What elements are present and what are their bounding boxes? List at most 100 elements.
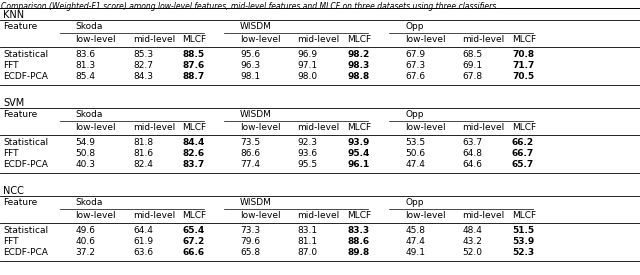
Text: Skoda: Skoda xyxy=(76,110,103,119)
Text: Statistical: Statistical xyxy=(3,138,49,147)
Text: 64.6: 64.6 xyxy=(462,160,482,169)
Text: mid-level: mid-level xyxy=(298,211,340,220)
Text: 43.2: 43.2 xyxy=(462,237,482,246)
Text: 88.6: 88.6 xyxy=(348,237,370,246)
Text: mid-level: mid-level xyxy=(462,211,504,220)
Text: MLCF: MLCF xyxy=(182,211,207,220)
Text: 77.4: 77.4 xyxy=(240,160,260,169)
Text: mid-level: mid-level xyxy=(133,35,175,44)
Text: 85.3: 85.3 xyxy=(133,50,153,59)
Text: 96.3: 96.3 xyxy=(240,61,260,70)
Text: 98.2: 98.2 xyxy=(348,50,370,59)
Text: 85.4: 85.4 xyxy=(76,72,95,81)
Text: 98.3: 98.3 xyxy=(348,61,370,70)
Text: 81.8: 81.8 xyxy=(133,138,153,147)
Text: 81.6: 81.6 xyxy=(133,149,153,158)
Text: 96.9: 96.9 xyxy=(298,50,317,59)
Text: 53.9: 53.9 xyxy=(512,237,534,246)
Text: MLCF: MLCF xyxy=(348,211,372,220)
Text: 70.8: 70.8 xyxy=(512,50,534,59)
Text: 66.7: 66.7 xyxy=(512,149,534,158)
Text: low-level: low-level xyxy=(76,211,116,220)
Text: mid-level: mid-level xyxy=(462,35,504,44)
Text: 88.7: 88.7 xyxy=(182,72,205,81)
Text: mid-level: mid-level xyxy=(133,211,175,220)
Text: 51.5: 51.5 xyxy=(512,226,534,235)
Text: 47.4: 47.4 xyxy=(405,237,425,246)
Text: 68.5: 68.5 xyxy=(462,50,482,59)
Text: 52.3: 52.3 xyxy=(512,248,534,257)
Text: 81.1: 81.1 xyxy=(298,237,317,246)
Text: 64.8: 64.8 xyxy=(462,149,482,158)
Text: 98.8: 98.8 xyxy=(348,72,370,81)
Text: 50.6: 50.6 xyxy=(405,149,425,158)
Text: low-level: low-level xyxy=(76,35,116,44)
Text: 87.0: 87.0 xyxy=(298,248,317,257)
Text: 66.6: 66.6 xyxy=(182,248,205,257)
Text: 67.3: 67.3 xyxy=(405,61,425,70)
Text: 79.6: 79.6 xyxy=(240,237,260,246)
Text: FFT: FFT xyxy=(3,237,19,246)
Text: MLCF: MLCF xyxy=(512,211,536,220)
Text: 84.4: 84.4 xyxy=(182,138,205,147)
Text: MLCF: MLCF xyxy=(348,123,372,132)
Text: Feature: Feature xyxy=(3,22,38,31)
Text: MLCF: MLCF xyxy=(182,123,207,132)
Text: 83.6: 83.6 xyxy=(76,50,95,59)
Text: WISDM: WISDM xyxy=(240,22,272,31)
Text: FFT: FFT xyxy=(3,149,19,158)
Text: low-level: low-level xyxy=(240,35,280,44)
Text: 84.3: 84.3 xyxy=(133,72,153,81)
Text: Opp: Opp xyxy=(405,22,424,31)
Text: 97.1: 97.1 xyxy=(298,61,317,70)
Text: 67.8: 67.8 xyxy=(462,72,482,81)
Text: 65.4: 65.4 xyxy=(182,226,205,235)
Text: 71.7: 71.7 xyxy=(512,61,534,70)
Text: NCC: NCC xyxy=(3,186,24,196)
Text: 64.4: 64.4 xyxy=(133,226,153,235)
Text: 83.7: 83.7 xyxy=(182,160,205,169)
Text: 50.8: 50.8 xyxy=(76,149,95,158)
Text: 88.5: 88.5 xyxy=(182,50,205,59)
Text: 93.9: 93.9 xyxy=(348,138,370,147)
Text: 54.9: 54.9 xyxy=(76,138,95,147)
Text: 95.6: 95.6 xyxy=(240,50,260,59)
Text: 37.2: 37.2 xyxy=(76,248,95,257)
Text: WISDM: WISDM xyxy=(240,198,272,207)
Text: mid-level: mid-level xyxy=(298,35,340,44)
Text: 40.3: 40.3 xyxy=(76,160,95,169)
Text: 83.3: 83.3 xyxy=(348,226,370,235)
Text: MLCF: MLCF xyxy=(182,35,207,44)
Text: low-level: low-level xyxy=(76,123,116,132)
Text: 83.1: 83.1 xyxy=(298,226,317,235)
Text: Skoda: Skoda xyxy=(76,198,103,207)
Text: 73.5: 73.5 xyxy=(240,138,260,147)
Text: 98.0: 98.0 xyxy=(298,72,317,81)
Text: 40.6: 40.6 xyxy=(76,237,95,246)
Text: 65.7: 65.7 xyxy=(512,160,534,169)
Text: MLCF: MLCF xyxy=(512,35,536,44)
Text: ECDF-PCA: ECDF-PCA xyxy=(3,160,48,169)
Text: SVM: SVM xyxy=(3,98,24,108)
Text: low-level: low-level xyxy=(405,211,445,220)
Text: ECDF-PCA: ECDF-PCA xyxy=(3,72,48,81)
Text: Opp: Opp xyxy=(405,110,424,119)
Text: 70.5: 70.5 xyxy=(512,72,534,81)
Text: Feature: Feature xyxy=(3,198,38,207)
Text: 53.5: 53.5 xyxy=(405,138,425,147)
Text: 82.6: 82.6 xyxy=(182,149,205,158)
Text: 49.1: 49.1 xyxy=(405,248,425,257)
Text: 69.1: 69.1 xyxy=(462,61,482,70)
Text: 95.4: 95.4 xyxy=(348,149,370,158)
Text: Statistical: Statistical xyxy=(3,50,49,59)
Text: low-level: low-level xyxy=(240,211,280,220)
Text: 89.8: 89.8 xyxy=(348,248,370,257)
Text: Statistical: Statistical xyxy=(3,226,49,235)
Text: 96.1: 96.1 xyxy=(348,160,370,169)
Text: 48.4: 48.4 xyxy=(462,226,482,235)
Text: FFT: FFT xyxy=(3,61,19,70)
Text: mid-level: mid-level xyxy=(133,123,175,132)
Text: 81.3: 81.3 xyxy=(76,61,95,70)
Text: 67.2: 67.2 xyxy=(182,237,205,246)
Text: WISDM: WISDM xyxy=(240,110,272,119)
